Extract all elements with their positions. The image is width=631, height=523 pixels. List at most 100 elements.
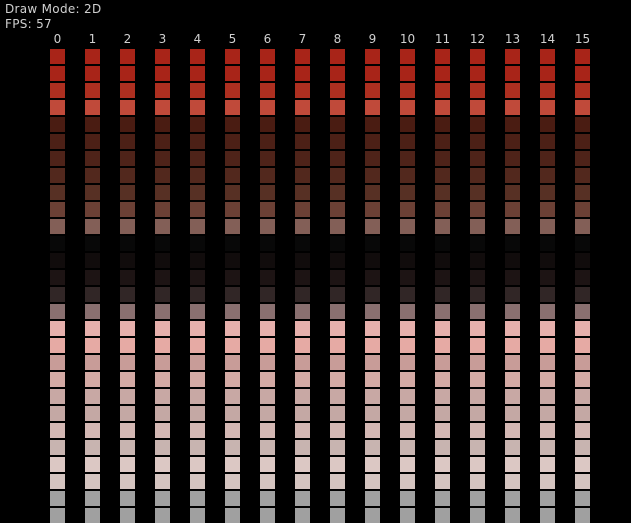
color-swatch: [505, 83, 520, 98]
color-swatch: [575, 457, 590, 472]
color-swatch: [435, 219, 450, 234]
color-swatch: [155, 134, 170, 149]
color-swatch: [225, 66, 240, 81]
color-swatch: [505, 389, 520, 404]
color-swatch: [470, 236, 485, 251]
color-swatch: [155, 474, 170, 489]
color-swatch: [85, 389, 100, 404]
color-swatch: [85, 474, 100, 489]
color-swatch: [470, 287, 485, 302]
color-swatch: [365, 117, 380, 132]
color-swatch: [295, 117, 310, 132]
color-swatch: [505, 457, 520, 472]
color-swatch: [260, 474, 275, 489]
color-swatch: [400, 423, 415, 438]
color-swatch: [540, 474, 555, 489]
color-swatch: [225, 321, 240, 336]
color-swatch: [400, 389, 415, 404]
color-swatch: [50, 219, 65, 234]
color-swatch: [470, 304, 485, 319]
color-swatch: [365, 151, 380, 166]
color-swatch: [540, 389, 555, 404]
color-swatch: [155, 355, 170, 370]
color-swatch: [540, 491, 555, 506]
color-swatch: [365, 338, 380, 353]
color-swatch: [330, 151, 345, 166]
color-swatch: [365, 474, 380, 489]
color-swatch: [505, 253, 520, 268]
color-swatch: [190, 508, 205, 523]
color-swatch: [435, 185, 450, 200]
color-swatch: [540, 457, 555, 472]
color-swatch: [85, 117, 100, 132]
color-swatch: [50, 423, 65, 438]
color-swatch: [50, 236, 65, 251]
color-swatch: [225, 185, 240, 200]
column-label: 8: [333, 32, 342, 46]
color-swatch: [470, 355, 485, 370]
color-swatch: [470, 270, 485, 285]
color-swatch: [400, 355, 415, 370]
color-swatch: [540, 338, 555, 353]
color-swatch: [400, 372, 415, 387]
color-swatch: [295, 321, 310, 336]
color-swatch: [120, 253, 135, 268]
color-swatch: [155, 66, 170, 81]
fps-counter: FPS: 57: [5, 17, 52, 31]
color-swatch: [365, 253, 380, 268]
color-swatch: [365, 389, 380, 404]
color-swatch: [260, 49, 275, 64]
color-swatch: [225, 287, 240, 302]
color-swatch: [330, 202, 345, 217]
color-swatch: [85, 457, 100, 472]
color-swatch: [365, 100, 380, 115]
color-swatch: [85, 491, 100, 506]
color-swatch: [260, 372, 275, 387]
color-swatch: [540, 440, 555, 455]
column-label: 6: [263, 32, 272, 46]
color-swatch: [365, 287, 380, 302]
color-swatch: [505, 287, 520, 302]
color-swatch: [155, 219, 170, 234]
color-swatch: [330, 236, 345, 251]
color-swatch: [540, 236, 555, 251]
color-swatch: [50, 372, 65, 387]
color-swatch: [50, 287, 65, 302]
color-swatch: [365, 406, 380, 421]
color-swatch: [85, 338, 100, 353]
color-swatch: [435, 236, 450, 251]
color-swatch: [85, 134, 100, 149]
color-swatch: [575, 270, 590, 285]
color-swatch: [470, 117, 485, 132]
color-swatch: [85, 168, 100, 183]
color-swatch: [400, 304, 415, 319]
color-swatch: [540, 355, 555, 370]
color-swatch: [225, 253, 240, 268]
color-swatch: [295, 372, 310, 387]
color-swatch: [400, 287, 415, 302]
color-swatch: [575, 66, 590, 81]
color-swatch: [470, 508, 485, 523]
color-swatch: [470, 100, 485, 115]
column-label: 2: [123, 32, 132, 46]
color-swatch: [435, 49, 450, 64]
color-swatch: [85, 304, 100, 319]
color-swatch: [330, 219, 345, 234]
color-swatch: [120, 423, 135, 438]
color-swatch: [330, 355, 345, 370]
color-swatch: [50, 168, 65, 183]
color-swatch: [155, 100, 170, 115]
color-swatch: [400, 236, 415, 251]
color-swatch: [435, 134, 450, 149]
color-swatch: [470, 66, 485, 81]
color-swatch: [470, 49, 485, 64]
color-swatch: [295, 440, 310, 455]
color-swatch: [365, 83, 380, 98]
color-swatch: [400, 474, 415, 489]
color-swatch: [260, 185, 275, 200]
color-swatch: [575, 134, 590, 149]
color-swatch: [575, 389, 590, 404]
color-swatch: [295, 134, 310, 149]
color-swatch: [330, 49, 345, 64]
color-swatch: [295, 66, 310, 81]
